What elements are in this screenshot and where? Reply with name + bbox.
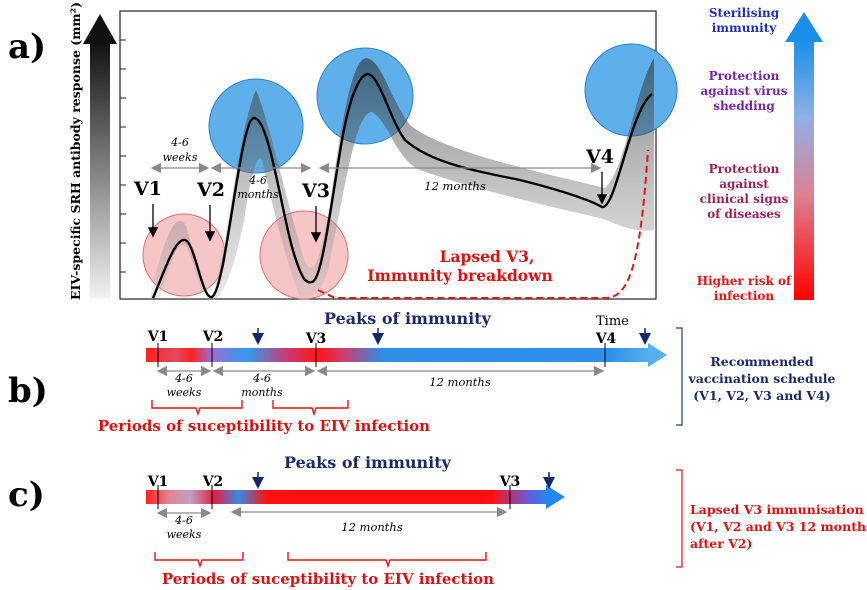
v4-label: V4	[585, 146, 614, 168]
scale-sterilising-line1: Sterilising	[709, 6, 780, 20]
y-axis-label: EIV-specific SRH antibody response (mm²)	[68, 2, 83, 300]
y-ticks	[120, 39, 126, 273]
scale-clinical-line1: Protection	[709, 162, 780, 176]
panel-c-peaks-label: Peaks of immunity	[284, 453, 452, 472]
panel-c-label: c)	[8, 475, 45, 515]
c-interval-v1-v2-line1: 4-6	[174, 514, 193, 527]
lapsed-note-line2: Immunity breakdown	[367, 266, 552, 285]
b-interval-v1-v2-line2: weeks	[167, 386, 202, 399]
interval-v2-v3-line1: 4-6	[248, 174, 267, 187]
peak-circle-v4	[584, 43, 678, 137]
lapsed-note-line1: Lapsed V3,	[440, 247, 535, 266]
c-v1-label: V1	[147, 474, 169, 490]
c-schedule-note-line1: Lapsed V3 immunisation	[690, 502, 864, 517]
interval-v3-v4: 12 months	[424, 179, 486, 193]
c-interval-v2-v3: 12 months	[341, 520, 403, 534]
response-range-band	[150, 58, 654, 300]
interval-v1-v2-line2: weeks	[163, 151, 198, 164]
c-v2-label: V2	[202, 474, 224, 490]
response-curve	[151, 72, 653, 299]
scale-clinical-line3: clinical signs	[700, 192, 789, 206]
b-schedule-note-line3: (V1, V2, V3 and V4)	[693, 388, 830, 403]
c-peak-arrows	[252, 472, 555, 489]
v1-label: V1	[133, 178, 162, 200]
panel-b-peaks-label: Peaks of immunity	[324, 309, 492, 328]
interval-v2-v3-line2: months	[237, 188, 279, 201]
c-schedule-note-line2: (V1, V2 and V3 12 months	[690, 519, 867, 534]
c-interval-v1-v2-line2: weeks	[167, 528, 202, 541]
b-v4-label: V4	[595, 331, 617, 347]
protection-scale-arrow	[785, 12, 823, 300]
scale-sterilising-line2: immunity	[712, 21, 778, 35]
b-interval-v1-v2-line1: 4-6	[174, 372, 193, 385]
b-susceptibility-braces	[151, 400, 349, 417]
panel-c-timeline	[146, 485, 565, 509]
b-interval-v2-v3-line2: months	[241, 386, 283, 399]
v2-label: V2	[196, 179, 225, 201]
c-susceptibility-braces	[154, 552, 487, 569]
b-interval-v2-v3-line1: 4-6	[252, 372, 271, 385]
b-v1-label: V1	[147, 329, 169, 345]
panel-b-label: b)	[8, 371, 48, 411]
scale-shedding-line3: shedding	[713, 99, 775, 113]
b-peak-arrows	[252, 328, 651, 345]
scale-risk-line1: Higher risk of	[697, 274, 792, 288]
c-susceptibility-label: Periods of suceptibility to EIV infectio…	[162, 570, 494, 588]
response-scale-arrow	[83, 14, 117, 298]
scale-clinical-line4: of diseases	[707, 207, 781, 221]
b-schedule-bracket	[676, 327, 683, 426]
scale-shedding-line2: against virus	[700, 84, 787, 98]
c-schedule-note-line3: after V2)	[690, 536, 752, 551]
scale-risk-line2: infection	[714, 289, 774, 303]
v3-label: V3	[301, 180, 330, 202]
scale-shedding-line1: Protection	[709, 69, 780, 83]
b-v2-label: V2	[202, 329, 224, 345]
scale-clinical-line2: against	[719, 177, 769, 191]
panel-b-time-label: Time	[596, 314, 629, 329]
b-interval-v3-v4: 12 months	[429, 375, 491, 389]
b-schedule-note-line1: Recommended	[710, 354, 813, 369]
lapsed-response-line	[317, 149, 649, 299]
c-v3-label: V3	[499, 474, 521, 490]
b-susceptibility-label: Periods of suceptibility to EIV infectio…	[98, 417, 430, 435]
b-v3-label: V3	[305, 331, 327, 347]
interval-v1-v2-line1: 4-6	[170, 136, 189, 149]
panel-b-timeline	[146, 343, 667, 367]
panel-a-label: a)	[8, 27, 46, 67]
b-schedule-note-line2: vaccination schedule	[687, 371, 835, 386]
c-schedule-bracket	[676, 469, 683, 568]
